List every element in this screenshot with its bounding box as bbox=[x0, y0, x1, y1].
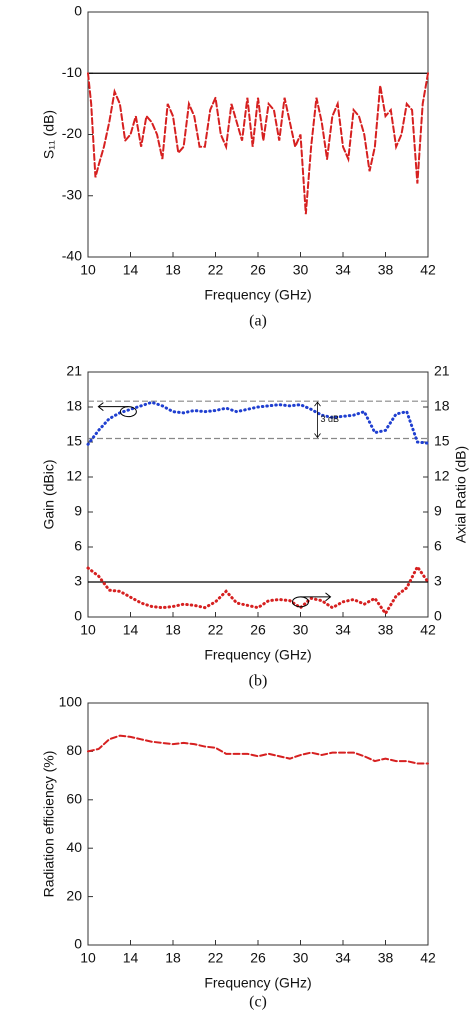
x-tick-label: 42 bbox=[420, 262, 436, 278]
y-tick-label: 9 bbox=[74, 503, 82, 519]
x-tick-label: 30 bbox=[293, 950, 309, 966]
y2-tick-label: 3 bbox=[434, 573, 442, 589]
y-tick-label: 100 bbox=[59, 694, 83, 710]
x-tick-label: 30 bbox=[293, 262, 309, 278]
y-tick-label: 18 bbox=[66, 398, 82, 414]
data-line bbox=[86, 563, 430, 617]
caption: (c) bbox=[249, 994, 267, 1011]
x-tick-label: 34 bbox=[335, 262, 351, 278]
y-tick-label: 20 bbox=[66, 887, 82, 903]
annotation: 3 dB bbox=[321, 414, 340, 424]
data-line bbox=[87, 734, 429, 765]
y-tick-label: 6 bbox=[74, 538, 82, 554]
x-tick-label: 42 bbox=[420, 622, 436, 638]
x-tick-label: 10 bbox=[80, 262, 96, 278]
x-tick-label: 42 bbox=[420, 950, 436, 966]
axis-arrow bbox=[97, 402, 129, 412]
y-tick-label: -10 bbox=[62, 64, 82, 80]
x-tick-label: 10 bbox=[80, 622, 96, 638]
y-tick-label: 15 bbox=[66, 433, 82, 449]
data-line bbox=[87, 72, 429, 215]
data-line bbox=[86, 400, 430, 446]
x-tick-label: 38 bbox=[378, 262, 394, 278]
y2-tick-label: 18 bbox=[434, 398, 450, 414]
y2-tick-label: 9 bbox=[434, 503, 442, 519]
plot-frame bbox=[87, 371, 429, 618]
y-axis-label: S₁₁ (dB) bbox=[41, 110, 57, 159]
x-tick-label: 14 bbox=[123, 950, 139, 966]
x-tick-label: 18 bbox=[165, 262, 181, 278]
y-tick-label: 80 bbox=[66, 742, 82, 758]
y-tick-label: 60 bbox=[66, 791, 82, 807]
y-axis-label: Radiation efficiency (%) bbox=[41, 751, 57, 898]
y-tick-label: 12 bbox=[66, 468, 82, 484]
x-tick-label: 38 bbox=[378, 622, 394, 638]
y2-tick-label: 21 bbox=[434, 363, 450, 379]
caption: (a) bbox=[249, 313, 267, 330]
axis-arrow bbox=[300, 592, 332, 602]
y-tick-label: 21 bbox=[66, 363, 82, 379]
y-tick-label: -30 bbox=[62, 186, 82, 202]
y-tick-label: 0 bbox=[74, 3, 82, 19]
x-tick-label: 18 bbox=[165, 950, 181, 966]
x-tick-label: 30 bbox=[293, 622, 309, 638]
x-tick-label: 22 bbox=[208, 622, 224, 638]
x-tick-label: 26 bbox=[250, 262, 266, 278]
x-tick-label: 38 bbox=[378, 950, 394, 966]
caption: (b) bbox=[249, 673, 268, 690]
x-axis-label: Frequency (GHz) bbox=[204, 975, 311, 991]
x-tick-label: 34 bbox=[335, 950, 351, 966]
y2-tick-label: 15 bbox=[434, 433, 450, 449]
x-tick-label: 14 bbox=[123, 262, 139, 278]
y-tick-label: 0 bbox=[74, 936, 82, 952]
y-tick-label: 40 bbox=[66, 839, 82, 855]
y-tick-label: 0 bbox=[74, 608, 82, 624]
x-tick-label: 34 bbox=[335, 622, 351, 638]
x-tick-label: 14 bbox=[123, 622, 139, 638]
arrow-head bbox=[314, 401, 321, 439]
x-tick-label: 18 bbox=[165, 622, 181, 638]
x-tick-label: 26 bbox=[250, 950, 266, 966]
x-tick-label: 26 bbox=[250, 622, 266, 638]
y2-axis-label: Axial Ratio (dB) bbox=[453, 446, 469, 543]
y2-tick-label: 0 bbox=[434, 608, 442, 624]
x-axis-label: Frequency (GHz) bbox=[204, 287, 311, 303]
y-tick-label: 3 bbox=[74, 573, 82, 589]
x-tick-label: 22 bbox=[208, 950, 224, 966]
y-axis-label: Gain (dBic) bbox=[41, 459, 57, 529]
x-axis-label: Frequency (GHz) bbox=[204, 647, 311, 663]
series-marker-ellipse bbox=[292, 596, 309, 608]
y-tick-label: -40 bbox=[62, 248, 82, 264]
y2-tick-label: 6 bbox=[434, 538, 442, 554]
x-tick-label: 22 bbox=[208, 262, 224, 278]
x-tick-label: 10 bbox=[80, 950, 96, 966]
y-tick-label: -20 bbox=[62, 125, 82, 141]
y2-tick-label: 12 bbox=[434, 468, 450, 484]
